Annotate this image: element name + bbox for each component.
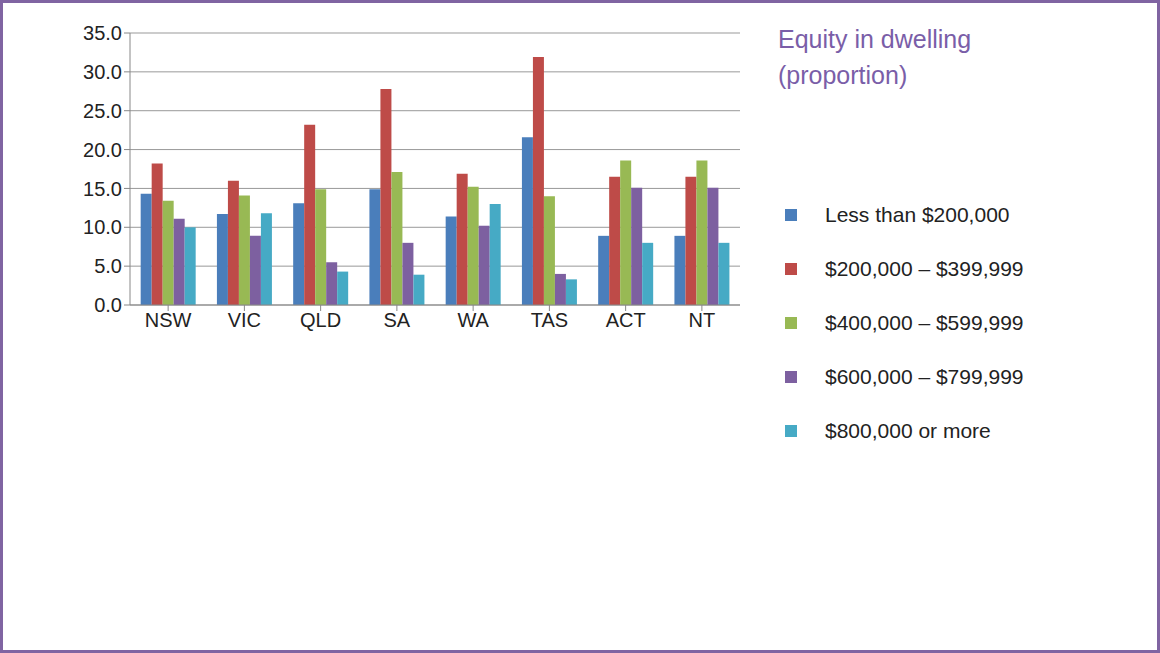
html-text:Equity in dwelling (proportion: Equity in dwelling (proportion) <box>778 25 972 89</box>
html-text:$800,000 or more: $800,000 or more <box>825 419 991 442</box>
html-text:Less than $200,000: Less than $200,000 <box>825 203 1010 226</box>
svg-text:WA: WA <box>457 309 489 331</box>
html-text:$600,000 – $799,999: $600,000 – $799,999 <box>825 365 1024 388</box>
svg-text:VIC: VIC <box>228 309 261 331</box>
svg-text:NT: NT <box>689 309 716 331</box>
svg-text:25.0: 25.0 <box>83 100 122 122</box>
svg-text:TAS: TAS <box>531 309 568 331</box>
svg-text:QLD: QLD <box>300 309 341 331</box>
svg-text:5.0: 5.0 <box>94 255 122 277</box>
svg-text:20.0: 20.0 <box>83 139 122 161</box>
html-text:$200,000 – $399,999: $200,000 – $399,999 <box>825 257 1024 280</box>
svg-text:NSW: NSW <box>145 309 192 331</box>
html-text:$400,000 – $599,999: $400,000 – $599,999 <box>825 311 1024 334</box>
svg-text:0.0: 0.0 <box>94 294 122 316</box>
svg-text:35.0: 35.0 <box>83 22 122 44</box>
svg-text:10.0: 10.0 <box>83 216 122 238</box>
svg-text:15.0: 15.0 <box>83 178 122 200</box>
svg-text:SA: SA <box>384 309 411 331</box>
svg-text:ACT: ACT <box>606 309 646 331</box>
svg-text:30.0: 30.0 <box>83 61 122 83</box>
